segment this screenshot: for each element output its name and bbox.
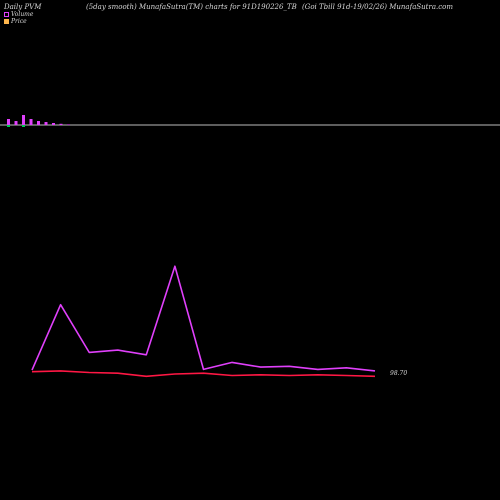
series-line-price bbox=[31, 370, 376, 378]
legend-volume: Volume bbox=[4, 11, 33, 18]
chart-title: (5day smooth) MunafaSutra(TM) charts for… bbox=[86, 3, 297, 11]
legend-price-swatch bbox=[4, 19, 9, 24]
volume-bar bbox=[44, 122, 48, 125]
volume-bar bbox=[22, 115, 25, 125]
volume-bar bbox=[67, 124, 70, 125]
legend-volume-label: Volume bbox=[11, 11, 34, 18]
legend-volume-swatch bbox=[4, 12, 9, 17]
end-value-label: 98.70 bbox=[390, 370, 407, 377]
instrument-name: (Goi Tbill 91d-19/02/26) MunafaSutra.com bbox=[302, 3, 453, 11]
legend-price-label: Price bbox=[11, 18, 27, 25]
volume-bar bbox=[29, 119, 33, 125]
chart-type-label: Daily PVM bbox=[4, 3, 42, 11]
volume-bar bbox=[7, 119, 10, 125]
legend-price: Price bbox=[4, 18, 27, 25]
volume-bar bbox=[37, 121, 40, 125]
volume-down-mark bbox=[22, 125, 25, 127]
volume-bar bbox=[59, 123, 63, 125]
volume-down-mark bbox=[7, 125, 10, 127]
volume-bar bbox=[14, 121, 18, 125]
volume-bar bbox=[52, 123, 55, 125]
series-line-pvm bbox=[31, 265, 376, 372]
